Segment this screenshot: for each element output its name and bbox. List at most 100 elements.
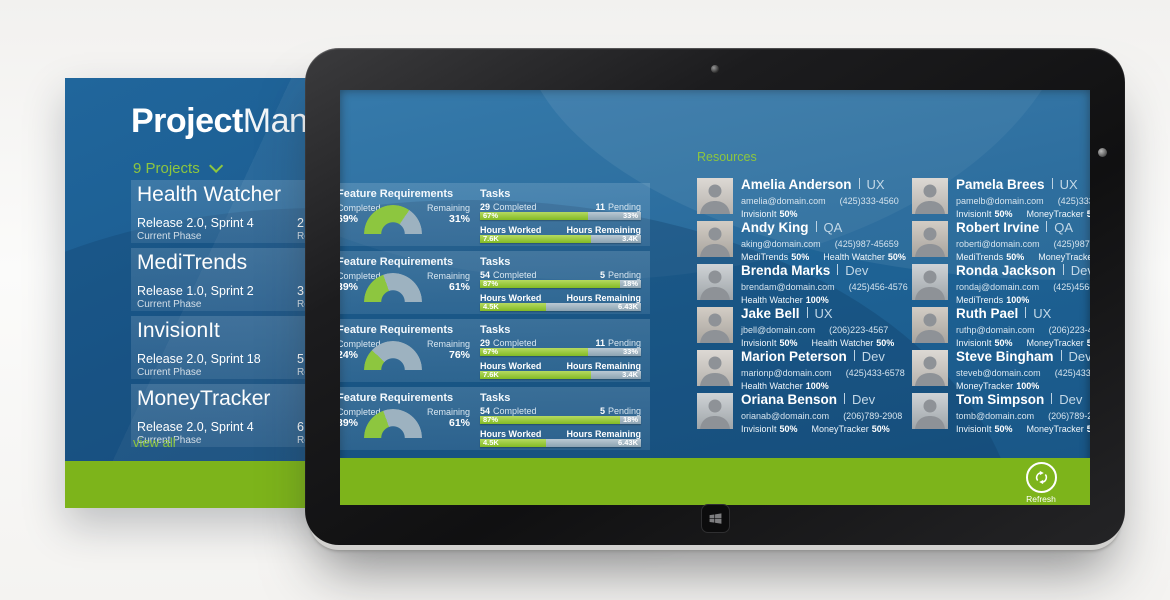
windows-home-button[interactable] — [701, 504, 730, 533]
person-phone: (425)456-4576 — [848, 282, 908, 292]
view-all-link[interactable]: view all — [133, 435, 176, 450]
project-phase-label: Current Phase — [137, 299, 202, 310]
person-phone: (206)223-4567 — [1048, 325, 1090, 335]
resource-card-oriana-benson[interactable]: Oriana Benson Dev orianab@domain.com (206)… — [697, 392, 909, 434]
project-release: Release 2.0, Sprint 18 — [137, 352, 261, 366]
person-name: Ruth Pael — [956, 306, 1019, 321]
allocation-pct: 50% — [876, 338, 895, 348]
allocation-project: InvisionIt — [956, 338, 992, 348]
project-phase-label: Current Phase — [137, 435, 202, 446]
resources-column-2: Pamela Brees UX pamelb@domain.com (425)333… — [912, 177, 1090, 436]
person-email: tomb@domain.com — [956, 411, 1035, 421]
hours-remaining-label: Hours Remaining — [566, 429, 641, 439]
project-name: InvisionIt — [137, 319, 220, 342]
person-role: Dev — [1070, 263, 1090, 278]
tasks-label: Tasks — [480, 256, 511, 268]
remaining-pct: 31% — [448, 213, 470, 225]
avatar — [697, 350, 733, 386]
tasks-completed-count: 54 — [480, 270, 491, 280]
resource-card-tom-simpson[interactable]: Tom Simpson Dev tomb@domain.com (206)789-2… — [912, 392, 1090, 434]
allocation-pct: 50% — [779, 424, 798, 434]
person-role: QA — [823, 220, 843, 235]
allocation-pct: 50% — [1006, 252, 1025, 262]
name-role-divider — [837, 264, 839, 275]
tasks-pending-count: 5 — [599, 406, 605, 416]
allocation-project: MoneyTracker — [1026, 338, 1084, 348]
person-role: UX — [1033, 306, 1052, 321]
person-name: Brenda Marks — [741, 263, 831, 278]
resource-card-steve-bingham[interactable]: Steve Bingham Dev steveb@domain.com (425)4… — [912, 349, 1090, 391]
tasks-progress-bar: 67% 33% — [480, 212, 641, 220]
allocation-pct: 100% — [805, 381, 829, 391]
tasks-pending-count: 11 — [595, 338, 605, 348]
remaining-pct: 76% — [448, 349, 470, 361]
completed-label: Completed — [340, 271, 381, 281]
resource-card-ronda-jackson[interactable]: Ronda Jackson Dev rondaj@domain.com (425)4… — [912, 263, 1090, 305]
ambient-sensor-icon — [1098, 148, 1107, 157]
hours-worked-label: Hours Worked — [480, 429, 542, 439]
allocation-project: MoneyTracker — [1026, 209, 1084, 219]
allocation-project: InvisionIt — [956, 209, 992, 219]
hours-remaining-label: Hours Remaining — [566, 225, 641, 235]
hours-progress-bar: 4.5K 6.43K — [480, 439, 641, 447]
refresh-button[interactable]: Refresh — [1016, 462, 1066, 504]
front-camera-icon — [711, 65, 719, 73]
projects-count-label: 9 Projects — [133, 160, 200, 177]
allocation-project: MediTrends — [956, 252, 1004, 262]
hours-progress-bar: 7.6K 3.4K — [480, 371, 641, 379]
completed-label: Completed — [340, 407, 381, 417]
person-role: QA — [1054, 220, 1074, 235]
projects-count-dropdown[interactable]: 9 Projects — [133, 158, 223, 177]
tasks-progress-bar: 87% 18% — [480, 280, 641, 288]
remaining-label: Remaining — [426, 203, 470, 213]
completed-pct: 69% — [340, 213, 359, 225]
resource-card-andy-king[interactable]: Andy King QA aking@domain.com (425)987-456… — [697, 220, 909, 262]
allocation-project: InvisionIt — [741, 209, 777, 219]
tasks-completed-count: 29 — [480, 202, 491, 212]
project-phase-label: Current Phase — [137, 367, 202, 378]
name-role-divider — [806, 307, 808, 318]
app-screen: Feature Requirements Completed69% Remain… — [340, 90, 1090, 505]
tasks-label: Tasks — [480, 324, 511, 336]
person-name: Andy King — [741, 220, 809, 235]
project-name: MoneyTracker — [137, 387, 271, 410]
allocation-pct: 50% — [1086, 209, 1090, 219]
avatar — [912, 393, 948, 429]
allocation-project: Health Watcher — [811, 338, 874, 348]
tasks-completed-count: 29 — [480, 338, 491, 348]
name-role-divider — [815, 221, 817, 232]
person-email: orianab@domain.com — [741, 411, 830, 421]
name-role-divider — [858, 178, 860, 189]
tasks-label: Tasks — [480, 392, 511, 404]
hours-progress-bar: 4.5K 6.43K — [480, 303, 641, 311]
project-name: MediTrends — [137, 251, 248, 274]
resource-card-jake-bell[interactable]: Jake Bell UX jbell@domain.com (206)223-456… — [697, 306, 909, 348]
avatar — [912, 221, 948, 257]
hours-worked-label: Hours Worked — [480, 225, 542, 235]
person-email: rondaj@domain.com — [956, 282, 1040, 292]
allocation-pct: 50% — [1086, 424, 1090, 434]
project-detail-row-2[interactable]: Feature Requirements Completed39% Remain… — [340, 251, 650, 314]
resource-card-brenda-marks[interactable]: Brenda Marks Dev brendam@domain.com (425)4… — [697, 263, 909, 305]
allocation-project: MediTrends — [741, 252, 789, 262]
project-detail-row-1[interactable]: Feature Requirements Completed69% Remain… — [340, 183, 650, 246]
allocation-project: Health Watcher — [741, 381, 803, 391]
resource-card-amelia-anderson[interactable]: Amelia Anderson UX amelia@domain.com (425)… — [697, 177, 909, 219]
allocation-pct: 50% — [791, 252, 810, 262]
resource-card-pamela-brees[interactable]: Pamela Brees UX pamelb@domain.com (425)333… — [912, 177, 1090, 219]
resource-card-marion-peterson[interactable]: Marion Peterson Dev marionp@domain.com (42… — [697, 349, 909, 391]
remaining-label: Remaining — [426, 339, 470, 349]
project-detail-row-3[interactable]: Feature Requirements Completed24% Remain… — [340, 319, 650, 382]
app-command-bar: Refresh — [340, 458, 1090, 505]
person-name: Amelia Anderson — [741, 177, 852, 192]
person-email: brendam@domain.com — [741, 282, 835, 292]
project-detail-row-4[interactable]: Feature Requirements Completed39% Remain… — [340, 387, 650, 450]
completed-pct: 24% — [340, 349, 359, 361]
resource-card-robert-irvine[interactable]: Robert Irvine QA roberti@domain.com (425)9… — [912, 220, 1090, 262]
person-role: Dev — [852, 392, 876, 407]
allocation-pct: 50% — [994, 424, 1013, 434]
resource-card-ruth-pael[interactable]: Ruth Pael UX ruthp@domain.com (206)223-456… — [912, 306, 1090, 348]
hours-remaining-label: Hours Remaining — [566, 293, 641, 303]
name-role-divider — [1060, 350, 1062, 361]
allocation-project: MediTrends — [956, 295, 1004, 305]
